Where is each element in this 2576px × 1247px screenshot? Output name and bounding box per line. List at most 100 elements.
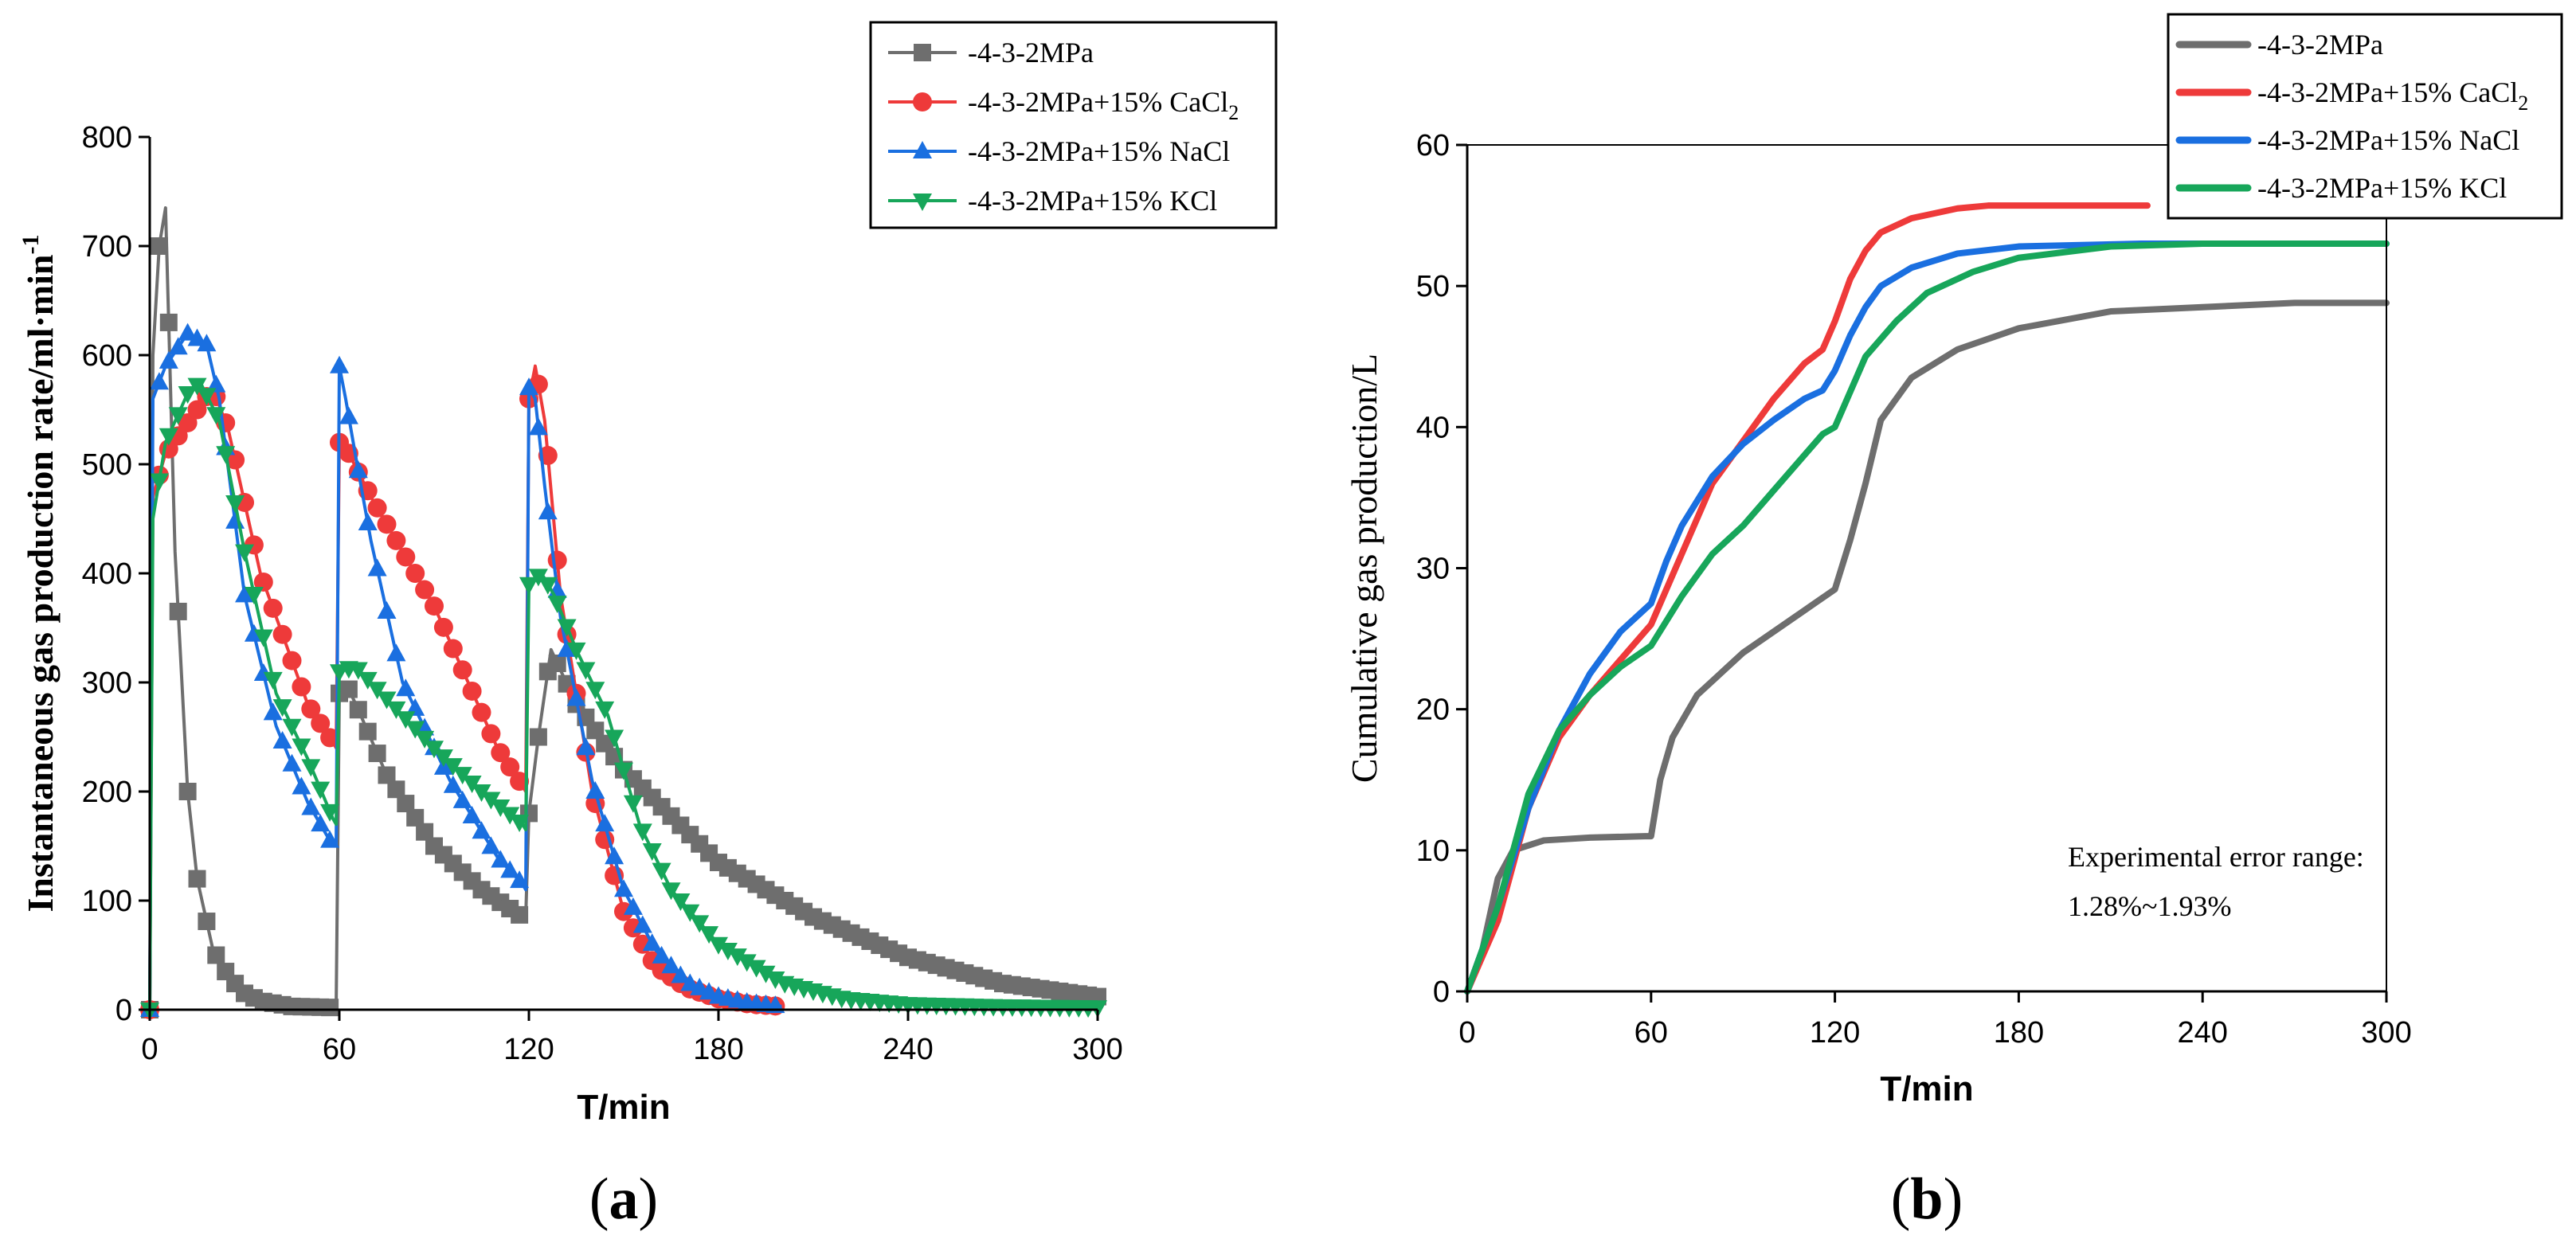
panel-b-x-tick-label: 60 <box>1634 1016 1668 1050</box>
panel-b-series-line-2 <box>1464 240 2390 995</box>
panel-b-x-axis-title: T/min <box>1880 1069 1973 1108</box>
panel-a-y-tick-label: 800 <box>82 121 132 154</box>
panel-a-x-tick-label: 300 <box>1072 1033 1122 1066</box>
panel-a-data-point <box>405 564 425 583</box>
panel-a-data-point <box>415 580 435 600</box>
panel-b-y-tick-label: 40 <box>1416 411 1450 444</box>
panel-a-legend-entry-text: -4-3-2MPa+15% CaCl <box>968 86 1228 118</box>
panel-a-data-point <box>718 942 738 960</box>
panel-a-legend-entry-subscript: 2 <box>1228 101 1239 124</box>
panel-a-ticks: 0 60 120 180 240 300 0 100 200 300 400 500 600 700 800 <box>82 121 1123 1066</box>
panel-a-data-point <box>178 385 198 404</box>
panel-a-data-point <box>481 792 501 810</box>
panel-a-data-point <box>358 722 377 741</box>
panel-a-data-point <box>519 377 538 396</box>
panel-a-data-point <box>225 494 245 513</box>
panel-a-data-point <box>348 460 368 479</box>
panel-b-annotation-line-1: Experimental error range: <box>2068 841 2364 873</box>
panel-a-x-tick-label: 180 <box>693 1033 743 1066</box>
panel-a-data-point <box>377 514 397 534</box>
panel-a-data-point <box>301 699 321 719</box>
panel-a-data-point <box>168 337 188 355</box>
panel-a-label-close-paren: ) <box>639 1167 659 1232</box>
panel-a-data-point <box>348 662 368 680</box>
panel-b-legend-entry: -4-3-2MPa+15% NaCl <box>2257 124 2519 156</box>
panel-a-legend-marker <box>913 92 932 111</box>
panel-a-data-point <box>263 671 283 690</box>
panel-a-data-point <box>358 671 378 690</box>
panel-a-data-point <box>416 823 434 841</box>
panel-a-data-point <box>472 784 491 802</box>
panel-a-data-point <box>652 945 671 964</box>
panel-a-data-point <box>367 498 387 518</box>
panel-a-data-point <box>519 577 538 595</box>
panel-a-data-point <box>386 530 406 550</box>
panel-a-legend-entry-text: -4-3-2MPa+15% KCl <box>968 185 1217 217</box>
panel-a-y-axis-title-superscript: -1 <box>18 235 44 255</box>
panel-a-data-point <box>367 682 387 700</box>
panel-b-legend-entry-subscript: 2 <box>2518 92 2528 115</box>
panel-a-legend-marker <box>913 141 932 158</box>
panel-a-data-point <box>595 701 615 719</box>
panel-b-legend: -4-3-2MPa-4-3-2MPa+15% CaCl2-4-3-2MPa+15… <box>2167 13 2563 220</box>
panel-a-y-axis-title-main: Instantaneous gas production rate/ml·min <box>20 255 61 913</box>
panel-a-data-point <box>605 846 624 865</box>
panel-a-data-point <box>235 584 254 603</box>
panel-a-data-point <box>642 842 662 861</box>
panel-a-series-1 <box>140 364 785 1019</box>
panel-a-data-point <box>188 870 206 888</box>
panel-a-data-point <box>481 724 501 744</box>
panel-b-label-letter: b <box>1910 1167 1943 1232</box>
panel-a-x-tick-label: 120 <box>503 1033 554 1066</box>
panel-a-data-point <box>415 730 435 749</box>
panel-a: 0 60 120 180 240 300 0 100 200 300 400 500 600 700 800… <box>18 21 1278 1232</box>
panel-a-data-point <box>282 718 302 737</box>
panel-b-y-tick-label: 30 <box>1416 553 1450 586</box>
panel-a-data-point <box>377 691 397 710</box>
panel-a-data-point <box>538 577 558 595</box>
panel-a-data-point <box>320 830 340 848</box>
panel-b-legend-box <box>2167 13 2563 220</box>
panel-a-data-point <box>547 550 567 570</box>
panel-a-data-point <box>500 757 520 777</box>
panel-a-data-point <box>481 836 501 854</box>
panel-a-x-tick-label: 0 <box>141 1033 158 1066</box>
panel-a-data-point <box>585 781 605 799</box>
panel-a-y-tick-label: 200 <box>82 776 132 809</box>
panel-b-label: (b) <box>1891 1167 1963 1232</box>
panel-a-x-tick-label: 60 <box>323 1033 356 1066</box>
panel-a-data-point <box>358 512 378 530</box>
panel-a-data-point <box>576 737 596 756</box>
panel-b-y-tick-label: 0 <box>1433 975 1450 1009</box>
panel-a-data-point <box>253 629 273 647</box>
panel-a-data-point <box>528 569 548 587</box>
panel-a-data-point <box>680 904 700 922</box>
panel-a-data-point <box>178 322 198 341</box>
panel-a-legend-marker <box>914 44 931 61</box>
panel-a-series-2 <box>140 322 785 1017</box>
panel-a-series-3 <box>140 377 1107 1020</box>
panel-a-data-point <box>282 651 302 670</box>
panel-a-data-point <box>746 960 766 978</box>
panel-a-data-point <box>386 643 406 662</box>
panel-b-y-tick-label: 50 <box>1416 270 1450 303</box>
panel-a-data-point <box>557 619 577 637</box>
panel-a-data-point <box>263 702 283 721</box>
panel-a-data-point <box>253 572 273 592</box>
panel-a-data-point <box>320 728 340 748</box>
panel-a-y-tick-label: 500 <box>82 448 132 482</box>
panel-a-data-point <box>491 743 511 763</box>
panel-a-series-0 <box>141 206 1106 1018</box>
panel-a-data-point <box>149 372 169 390</box>
panel-a-data-point <box>197 334 217 352</box>
panel-a-data-point <box>510 870 530 889</box>
panel-a-data-point <box>491 850 511 868</box>
panel-b-y-tick-label: 20 <box>1416 694 1450 727</box>
panel-a-data-point <box>576 662 596 680</box>
panel-a-data-point <box>187 328 207 346</box>
panel-b-legend-entry: -4-3-2MPa <box>2257 29 2383 61</box>
panel-a-data-point <box>292 738 311 756</box>
panel-b: 0 60 120 180 240 300 0 10 20 30 40 50 60 T/min Cumul… <box>1344 13 2563 1232</box>
panel-a-data-point <box>330 355 349 373</box>
panel-b-label-close-paren: ) <box>1944 1167 1963 1232</box>
